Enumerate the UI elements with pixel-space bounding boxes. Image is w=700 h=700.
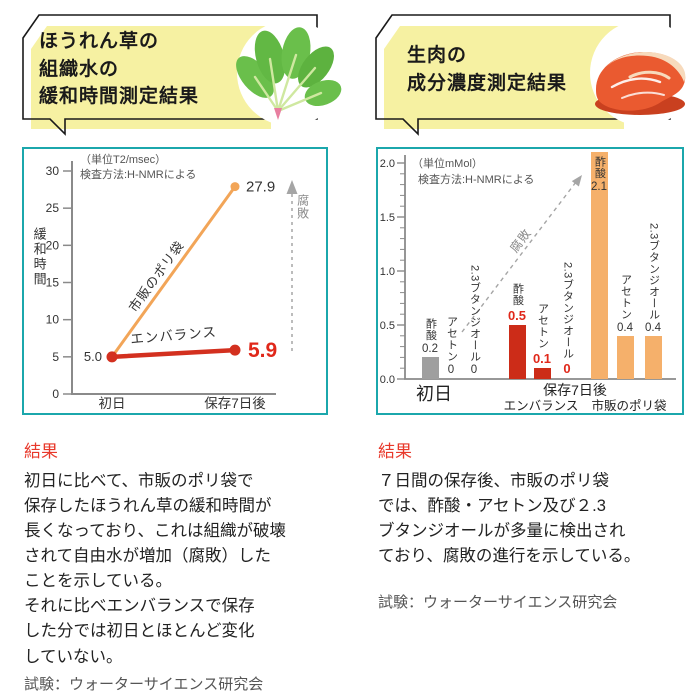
bar-value: 2.1 [591, 181, 607, 194]
bar-value: 0.4 [617, 321, 633, 334]
result-body: ７日間の保存後、市販のポリ袋 では、酢酸・アセトン及び２.3 ブタンジオールが多… [378, 472, 641, 566]
bar-label-group: 酢酸 0.5 [505, 283, 529, 323]
bar-label: 酢酸 [593, 156, 606, 180]
title-line: ほうれん草の [39, 31, 160, 52]
bar [616, 335, 634, 379]
data-point [229, 344, 241, 356]
bar [508, 325, 526, 379]
bar-chart-overlay: 酢酸 0.2 アセトン 0 2.3ブタンジオール 0 酢酸 0.5 アセトン 0.1 2.3ブタンジ… [378, 149, 682, 413]
bar-value: 0.4 [645, 321, 661, 334]
y-tick-label: 1.5 [380, 212, 395, 224]
title-bubble-right [375, 14, 696, 136]
bar [533, 368, 551, 379]
bar-value: 0.2 [422, 343, 438, 356]
title-line: 生肉の [407, 45, 468, 66]
series-line-poly [110, 185, 237, 359]
data-point [230, 182, 240, 192]
trial-note: 試験：ウォーターサイエンス研究会 [378, 594, 618, 612]
bar-value: 0 [447, 364, 455, 376]
bar-label-group: アセトン 0 [439, 316, 463, 376]
x-label-poly: 市販のポリ袋 [591, 399, 667, 413]
axes [71, 161, 276, 395]
relaxation-line-chart: 0 5 10 15 20 25 30 初日 保存7日後 5.0 27.9 5.9 市販のポリ袋エンバラン… [22, 147, 328, 415]
y-tick-label: 15 [46, 276, 60, 290]
y-axis-label: 緩和時間 [31, 227, 47, 287]
bar [590, 152, 608, 379]
bar-label-group: 2.3ブタンジオール 0 [462, 265, 486, 376]
bar-label: アセトン [445, 316, 458, 362]
y-tick-label: 1.0 [380, 266, 395, 278]
bar-label-group: 2.3ブタンジオール 0 [555, 262, 579, 376]
poly-end-value: 27.9 [246, 179, 275, 196]
bubble-outline [375, 14, 671, 136]
x-label-day7: 保存7日後 [543, 382, 607, 398]
bubble-outline [22, 14, 318, 136]
x-label-emb: エンバランス [503, 399, 579, 413]
y-tick-label: 2.0 [380, 158, 395, 170]
x-category-label: 初日 [99, 395, 126, 411]
y-tick-label: 30 [46, 164, 60, 178]
series-line-emb [109, 347, 238, 360]
bar-chart-svg: 0.00.51.01.52.0腐敗 [380, 155, 676, 386]
bar-value: 0 [563, 361, 571, 376]
x-category-label: 保存7日後 [204, 396, 266, 411]
bar-label-group: 酢酸 0.2 [418, 318, 442, 355]
meat-icon [595, 51, 686, 115]
bar-label: アセトン [536, 303, 549, 350]
series-label-emb: エンバランス [130, 324, 218, 347]
bar-label-group: アセトン 0.4 [613, 274, 637, 334]
line-chart-svg: 0 5 10 15 20 25 30 初日 保存7日後 5.0 27.9 5.9 市販のポリ袋エンバラン… [46, 161, 298, 411]
concentration-bar-chart: 0.0 0.5 1.0 1.5 2.0 腐敗 酢酸 0.2 アセトン 0 2.3ブタンジオール 0 酢… [376, 147, 684, 415]
bar-label: 2.3ブタンジオール [561, 261, 574, 359]
unit-note: （単位mMol） [412, 158, 483, 170]
x-label-day0: 初日 [416, 384, 452, 404]
y-tick-label: 0.5 [380, 320, 395, 332]
title-line: 成分濃度測定結果 [407, 72, 568, 94]
unit-note: （単位T2/msec） [80, 154, 167, 166]
result-heading: 結果 [24, 442, 58, 461]
series-label-poly: 市販のポリ袋 [126, 238, 188, 315]
bar-value: 0.5 [507, 308, 527, 323]
title-bubble-left [22, 14, 343, 136]
trial-note: 試験：ウォーターサイエンス研究会 [24, 675, 264, 693]
bar [644, 335, 662, 379]
bar-label: アセトン [619, 273, 632, 320]
title-line: 緩和時間測定結果 [39, 86, 200, 108]
bar [421, 357, 439, 379]
emb-end-value: 5.9 [248, 339, 277, 362]
y-tick-label: 25 [46, 201, 60, 215]
y-tick-label: 10 [46, 313, 60, 327]
bar-label: 酢酸 [511, 283, 524, 306]
bubble-fill [31, 26, 271, 129]
result-heading: 結果 [378, 442, 412, 461]
decay-arrow-head [571, 175, 582, 187]
result-body: 初日に比べて、市販のポリ袋で 保存したほうれん草の緩和時間が 長くなっており、こ… [24, 472, 287, 666]
bar-label-group: 2.3ブタンジオール 0.4 [641, 223, 665, 334]
y-tick-label: 20 [46, 238, 60, 252]
bar-label-group: 酢酸 2.1 [587, 156, 611, 193]
panel-title-left: ほうれん草の 組織水の 緩和時間測定結果 [39, 28, 199, 111]
bar-value: 0 [470, 364, 478, 376]
bar-value: 0.1 [532, 351, 552, 367]
result-section-left: 結果 初日に比べて、市販のポリ袋で 保存したほうれん草の緩和時間が 長くなってお… [24, 437, 339, 694]
decay-label: 腐敗 [295, 194, 310, 220]
bar-label: 2.3ブタンジオール [468, 264, 481, 362]
y-tick-label: 0.0 [380, 374, 395, 386]
start-value-label: 5.0 [84, 349, 102, 364]
method-note: 検査方法:H-NMRによる [80, 169, 197, 181]
y-tick-label: 0 [52, 387, 59, 401]
spinach-icon [236, 27, 342, 120]
method-note: 検査方法:H-NMRによる [418, 174, 535, 186]
bar-label: 2.3ブタンジオール [647, 222, 660, 320]
decay-arrow-head [286, 180, 298, 194]
bar-label: 酢酸 [424, 318, 437, 342]
data-point [106, 351, 118, 363]
result-section-right: 結果 ７日間の保存後、市販のポリ袋 では、酢酸・アセトン及び２.3 ブタンジオー… [378, 437, 693, 612]
bubble-fill [384, 26, 624, 129]
panel-title-right: 生肉の 成分濃度測定結果 [407, 42, 567, 97]
title-line: 組織水の [39, 58, 120, 80]
bar-label-group: アセトン 0.1 [530, 303, 554, 366]
y-tick-label: 5 [52, 350, 59, 364]
